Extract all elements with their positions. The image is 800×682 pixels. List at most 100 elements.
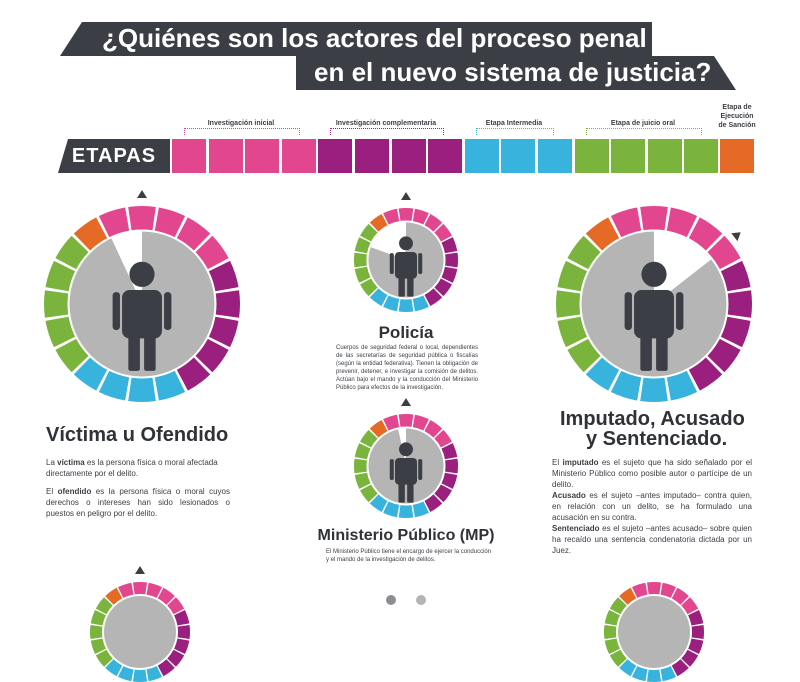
desc-victima: La víctima es la persona física o moral … <box>46 457 230 526</box>
stage-cell-etapa-ejecucion <box>720 139 754 173</box>
wheel-segment <box>146 582 162 598</box>
wheel-segment <box>176 217 211 251</box>
wheel-segment <box>45 260 76 292</box>
desc-victima-p2: El ofendido es la persona física o moral… <box>46 487 231 518</box>
desc-imputado: El imputado es el sujeto que ha sido señ… <box>552 457 752 556</box>
wheel-segment <box>43 290 69 318</box>
wheel-segment <box>383 414 400 431</box>
triangle-marker-icon <box>401 398 411 406</box>
stage-label-ejecucion-line3: de Sanción <box>718 122 756 129</box>
wheel-progress-gap <box>654 231 712 304</box>
wheel-bottom-right <box>604 582 704 682</box>
wheel-policia <box>354 192 458 312</box>
wheel-segment <box>398 208 414 221</box>
wheel-segment <box>640 206 668 231</box>
wheel-imputado <box>556 206 752 402</box>
wheel-segment <box>369 420 388 438</box>
stage-cell-investigacion-complementaria <box>318 139 353 173</box>
wheel-segment <box>604 624 617 640</box>
wheel-segment <box>666 370 698 401</box>
wheel-segment <box>177 624 190 640</box>
wheel-segment <box>360 484 378 503</box>
stage-label-etapa-juicio-oral: Etapa de juicio oral <box>610 120 676 127</box>
wheel-segment <box>632 582 648 598</box>
wheel-segment <box>354 472 371 489</box>
triangle-marker-icon <box>135 566 145 574</box>
stage-cell-etapa-intermedia <box>464 139 499 173</box>
wheel-segment <box>208 260 239 292</box>
page-dot <box>416 595 426 605</box>
wheel-segment <box>360 429 378 448</box>
wheel-segment <box>567 235 601 270</box>
stage-cell-etapa-juicio-oral <box>684 139 719 173</box>
stage-label-ejecucion-line1: Etapa de <box>722 104 752 111</box>
wheel-segment <box>55 338 89 373</box>
stage-cell-etapa-juicio-oral <box>647 139 682 173</box>
person-silhouette-icon <box>389 236 423 297</box>
wheel-segment <box>98 370 130 401</box>
wheel-segment <box>369 494 388 512</box>
stage-cell-etapa-intermedia <box>501 139 536 173</box>
wheel-segment <box>383 501 400 518</box>
wheel-segment <box>55 235 89 270</box>
stage-label-investigacion-complementaria: Investigación complementaria <box>335 120 437 127</box>
wheel-segment <box>556 290 581 318</box>
title-line2: en el nuevo sistema de justicia? <box>314 57 712 87</box>
wheel-segment <box>354 237 371 254</box>
wheel-segment <box>73 357 108 391</box>
wheel-segment <box>557 260 588 292</box>
title-imputado-line2: y Sentenciado. <box>586 428 728 450</box>
stage-cell-investigacion-complementaria <box>391 139 426 173</box>
wheel-segment <box>195 235 229 270</box>
wheel-segment <box>610 370 642 401</box>
desc-imputado-p2: Acusado es el sujeto –antes imputado– co… <box>552 491 752 522</box>
desc-policia: Cuerpos de seguridad federal o local, de… <box>336 345 478 391</box>
wheel-segment <box>73 217 108 251</box>
bracket-investigacion-complementaria <box>330 128 444 135</box>
wheel-segment <box>383 208 400 225</box>
wheel-mp <box>354 398 458 518</box>
wheel-center <box>618 596 690 668</box>
wheel-segment <box>707 235 741 270</box>
wheel-segment <box>128 206 156 231</box>
wheel-segment <box>195 338 229 373</box>
wheel-segment <box>441 266 458 283</box>
bracket-etapa-juicio-oral <box>586 128 702 135</box>
title-mp: Ministerio Público (MP) <box>317 527 495 544</box>
wheel-segment <box>445 252 458 268</box>
stage-cell-investigacion-inicial <box>208 139 243 173</box>
wheel-victima <box>43 190 240 402</box>
stage-cell-investigacion-inicial <box>245 139 280 173</box>
etapas-label: ETAPAS <box>58 139 170 173</box>
wheel-segment <box>445 458 458 474</box>
wheel-progress-gap <box>111 231 142 304</box>
wheel-segment <box>567 338 601 373</box>
wheel-segment <box>383 295 400 312</box>
wheel-segment <box>646 582 662 595</box>
wheel-segment <box>398 299 414 312</box>
wheel-segment <box>360 223 378 242</box>
stage-label-etapa-intermedia: Etapa Intermedia <box>485 120 543 127</box>
wheel-segment <box>369 288 388 306</box>
stage-cell-etapa-juicio-oral <box>574 139 609 173</box>
person-silhouette-icon <box>389 442 423 503</box>
wheel-segment <box>398 505 414 518</box>
wheel-segment <box>128 377 156 402</box>
wheel-segment <box>132 582 148 595</box>
wheel-segment <box>398 414 414 427</box>
wheel-segment <box>434 278 452 297</box>
wheel-segment <box>215 290 240 318</box>
wheel-segment <box>434 223 452 242</box>
wheel-segment <box>441 237 458 254</box>
wheel-segment <box>354 443 371 460</box>
wheel-segment <box>208 316 239 348</box>
title-victima: Víctima u Ofendido <box>46 424 229 446</box>
title-banner-line1: ¿Quiénes son los actores del proceso pen… <box>60 22 652 56</box>
wheel-segment <box>412 414 429 431</box>
wheel-segment <box>691 624 704 640</box>
wheel-segment <box>640 377 668 402</box>
wheel-segment <box>424 288 443 306</box>
stage-cell-investigacion-complementaria <box>428 139 463 173</box>
stage-cell-etapa-juicio-oral <box>611 139 646 173</box>
wheel-segment <box>90 624 103 640</box>
